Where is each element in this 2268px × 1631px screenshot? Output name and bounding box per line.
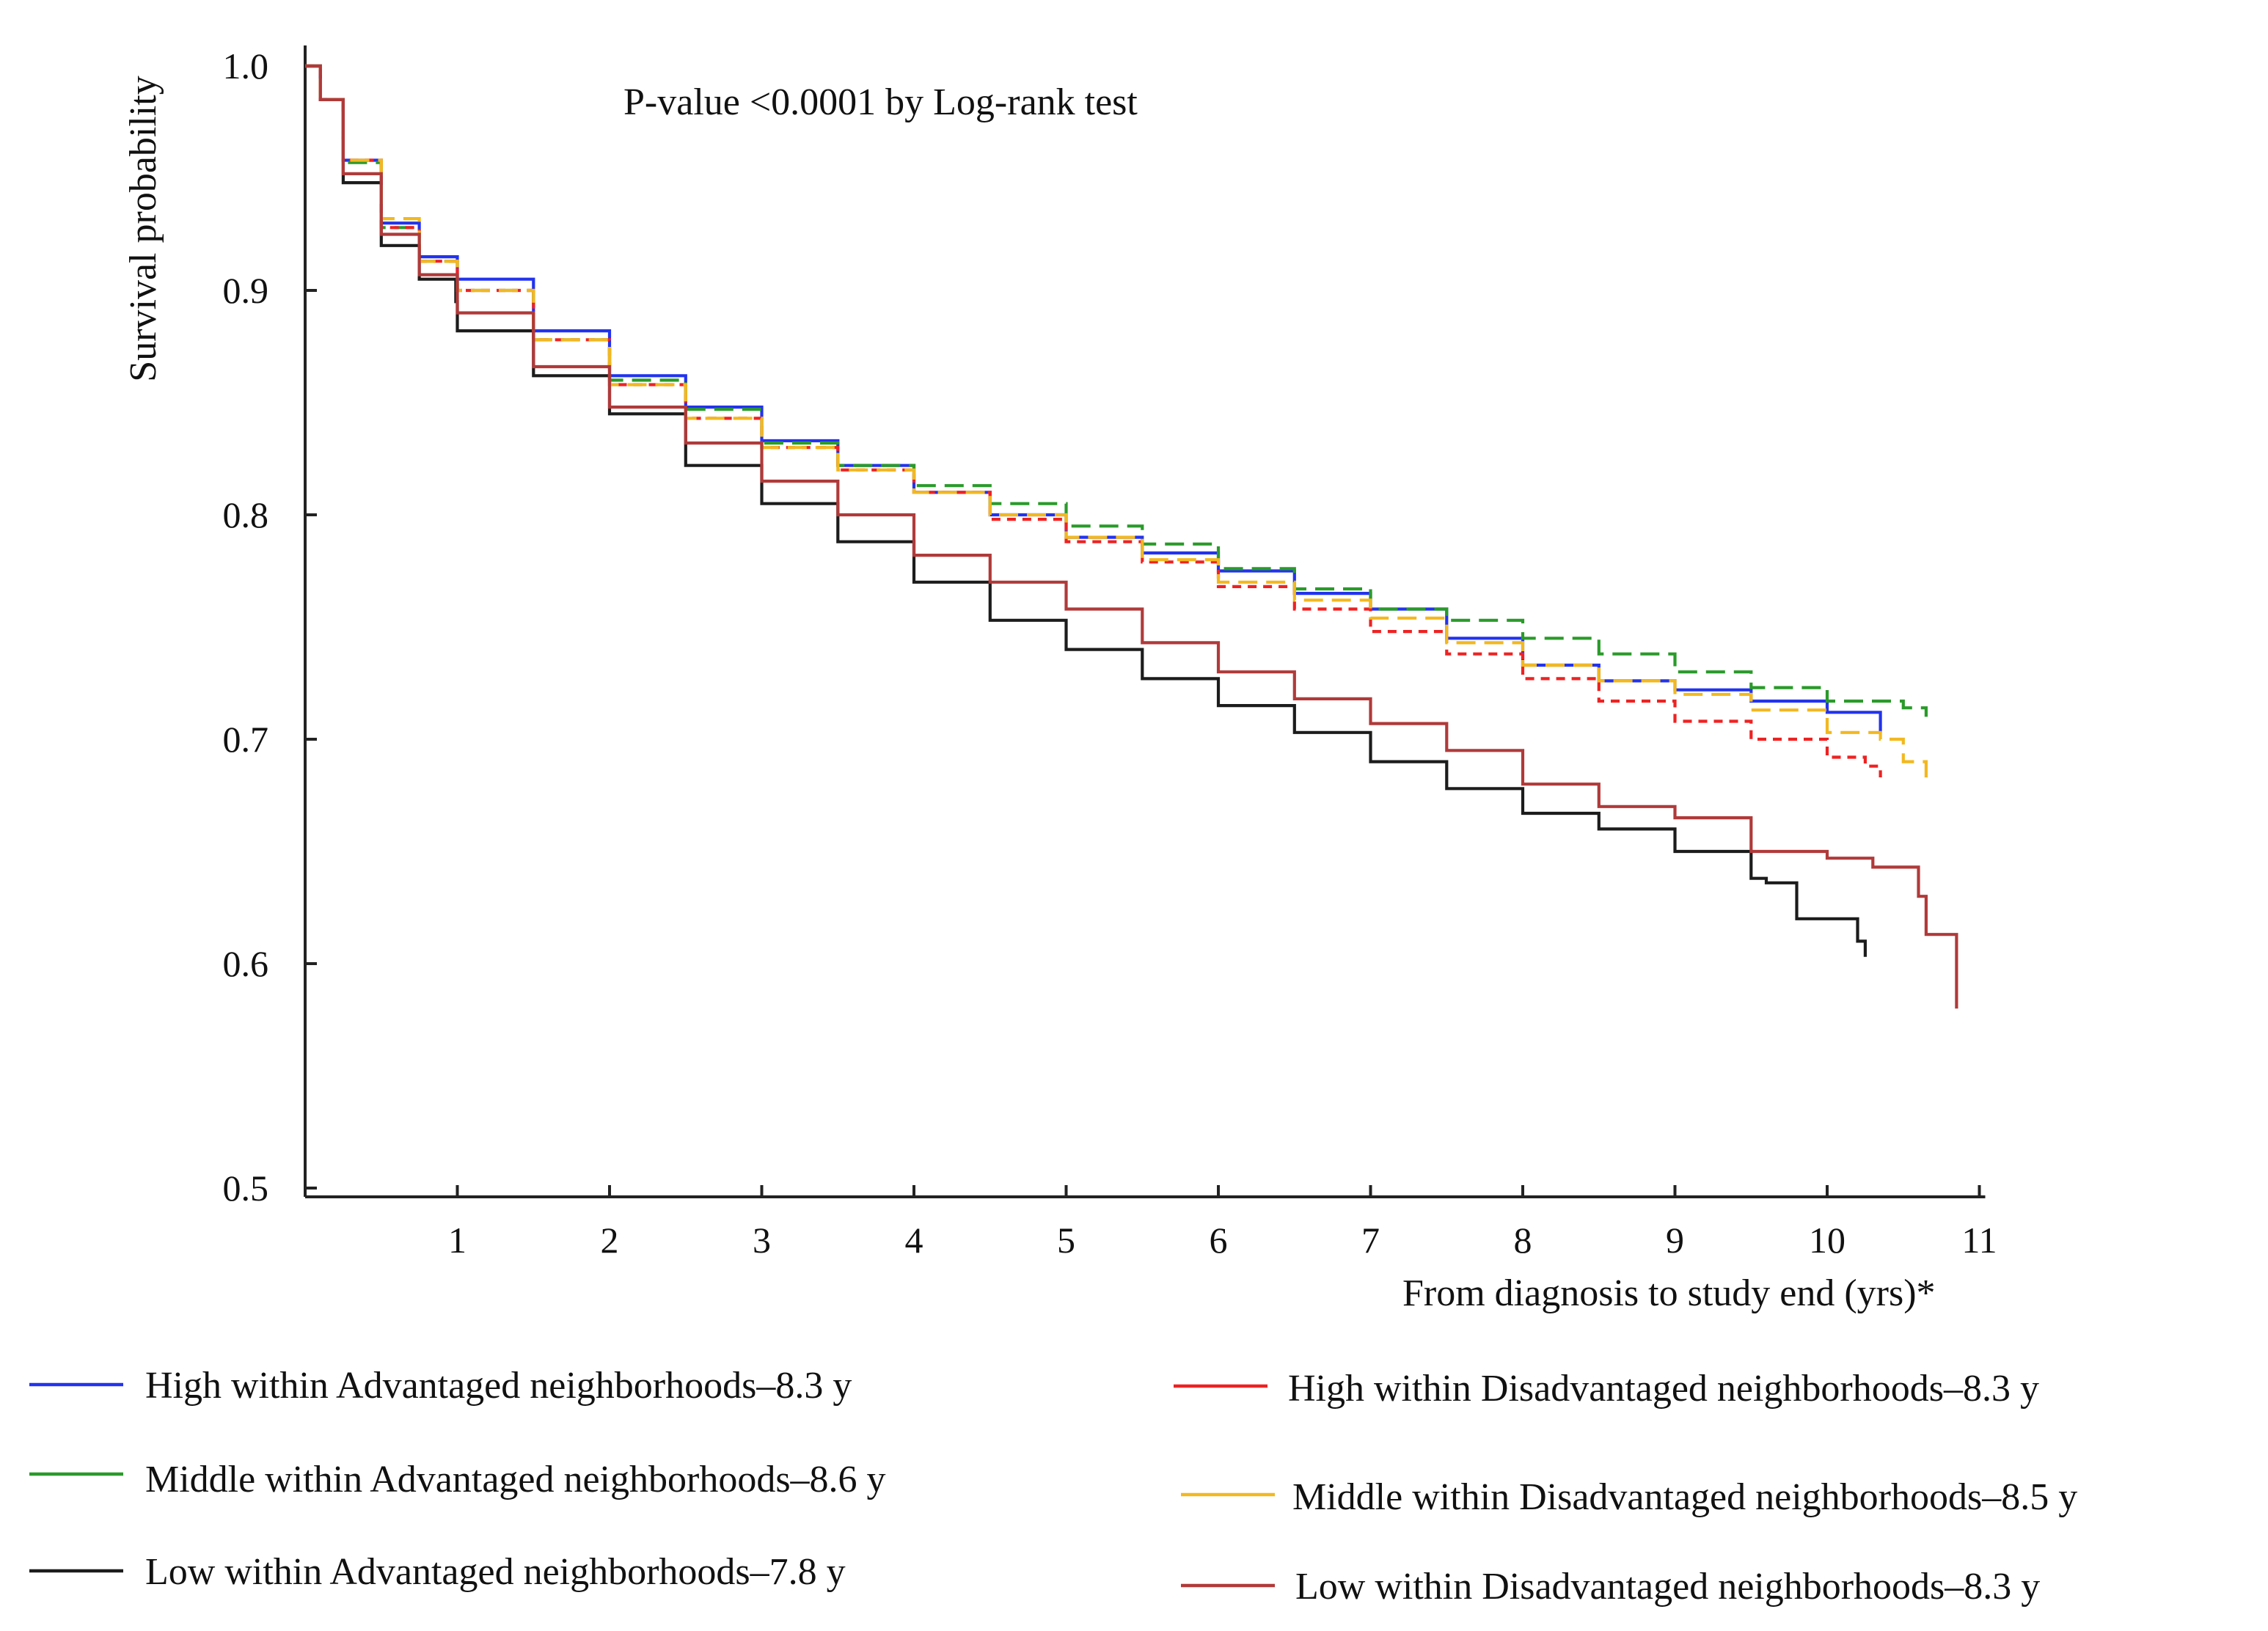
x-axis-label: From diagnosis to study end (yrs)* bbox=[1402, 1272, 1936, 1314]
x-tick-label: 2 bbox=[601, 1220, 619, 1261]
y-tick-label: 0.9 bbox=[223, 270, 269, 311]
y-tick-label: 0.8 bbox=[223, 494, 269, 535]
y-tick-label: 0.5 bbox=[223, 1168, 269, 1209]
series-line-6 bbox=[305, 64, 1958, 1009]
y-axis-label: Survival probability bbox=[122, 76, 164, 381]
x-tick-label: 1 bbox=[448, 1220, 467, 1261]
legend-label-3: Low within Advantaged neighborhoods–7.8 … bbox=[145, 1551, 846, 1593]
x-tick-label: 6 bbox=[1210, 1220, 1228, 1261]
y-tick-label: 0.6 bbox=[223, 943, 269, 984]
legend: High within Advantaged neighborhoods–8.3… bbox=[29, 1365, 2077, 1608]
legend-label-2: Middle within Advantaged neighborhoods–8… bbox=[145, 1459, 886, 1500]
x-tick-label: 5 bbox=[1057, 1220, 1075, 1261]
x-tick-label: 9 bbox=[1666, 1220, 1684, 1261]
legend-label-1: High within Advantaged neighborhoods–8.3… bbox=[145, 1365, 852, 1407]
y-tick-label: 0.7 bbox=[223, 719, 269, 760]
x-tick-label: 10 bbox=[1809, 1220, 1846, 1261]
series-line-1 bbox=[305, 64, 1882, 733]
x-tick-label: 11 bbox=[1961, 1220, 1997, 1261]
x-tick-label: 8 bbox=[1514, 1220, 1532, 1261]
chart-subtitle: P-value <0.0001 by Log-rank test bbox=[623, 81, 1138, 123]
x-tick-label: 3 bbox=[753, 1220, 771, 1261]
legend-label-6: Low within Disadvantaged neighborhoods–8… bbox=[1295, 1566, 2040, 1608]
axes: 1 2 3 4 5 6 7 8 9 10 11 0.5 0.6 0.7 0.8 0.9 1.0 bbox=[223, 45, 1997, 1261]
x-tick-label: 7 bbox=[1361, 1220, 1380, 1261]
legend-label-5: Middle within Disadvantaged neighborhood… bbox=[1292, 1476, 2077, 1518]
legend-label-4: High within Disadvantaged neighborhoods–… bbox=[1288, 1368, 2039, 1410]
x-tick-label: 4 bbox=[905, 1220, 923, 1261]
plot-series bbox=[305, 64, 1958, 1009]
series-line-5 bbox=[305, 64, 1928, 785]
series-line-2 bbox=[305, 64, 1928, 717]
series-line-3 bbox=[305, 64, 1867, 957]
series-line-4 bbox=[305, 64, 1882, 777]
y-tick-label: 1.0 bbox=[223, 45, 269, 87]
